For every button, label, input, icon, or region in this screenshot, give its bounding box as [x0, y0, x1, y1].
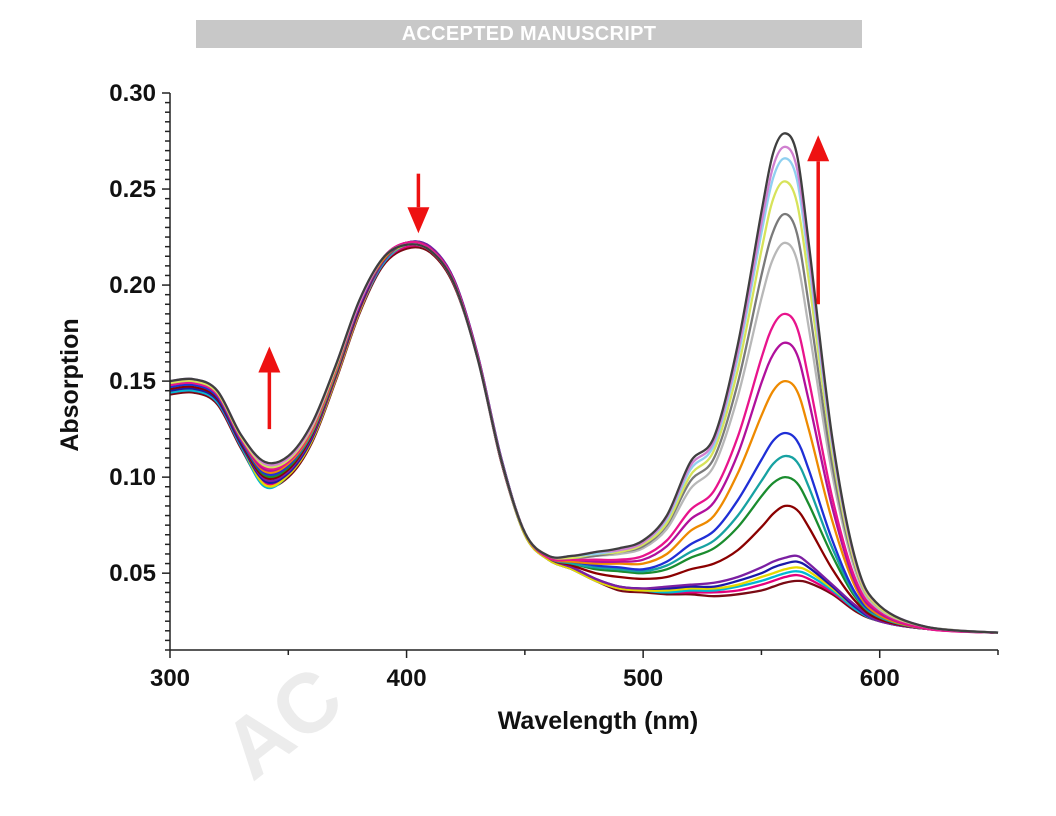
- series-line-6: [169, 240, 999, 634]
- y-tick-label: 0.15: [109, 368, 156, 395]
- y-axis-title: Absorption: [56, 318, 84, 451]
- series-layer: [169, 132, 999, 634]
- red-arrow-up-3: [807, 135, 830, 305]
- y-tick-label: 0.30: [109, 80, 156, 107]
- x-tick-label: 500: [623, 665, 663, 692]
- series-line-19: [169, 132, 999, 634]
- y-tick-label: 0.05: [109, 560, 156, 587]
- x-tick-label: 300: [150, 665, 190, 692]
- y-tick-label: 0.20: [109, 272, 156, 299]
- y-tick-label: 0.10: [109, 464, 156, 491]
- annotation-layer: [258, 135, 830, 430]
- red-arrow-up-1: [258, 346, 281, 430]
- x-tick-label: 400: [387, 665, 427, 692]
- y-tick-label: 0.25: [109, 176, 156, 203]
- axes-layer: 300 400 500 600 0.05 0.10 0.15 0.20 0.25 0.30: [109, 80, 999, 692]
- x-tick-label: 600: [860, 665, 900, 692]
- x-axis-title: Wavelength (nm): [498, 707, 698, 735]
- accepted-manuscript-banner: ACCEPTED MANUSCRIPT: [196, 20, 862, 48]
- red-arrow-down-2: [407, 173, 430, 234]
